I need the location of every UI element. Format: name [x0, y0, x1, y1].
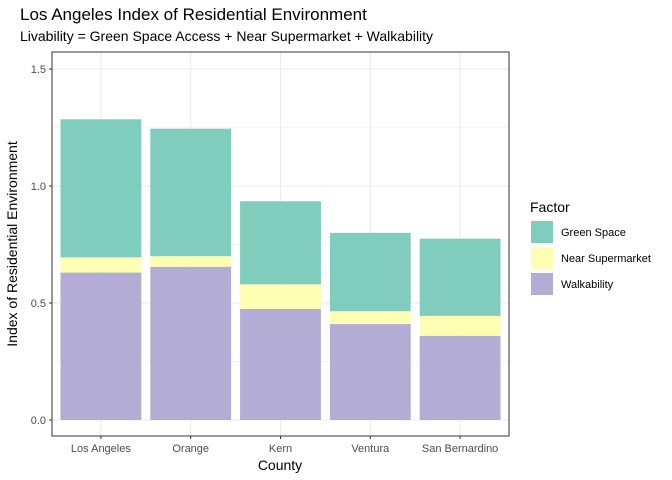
- legend-label: Green Space: [561, 227, 626, 239]
- chart-title: Los Angeles Index of Residential Environ…: [20, 5, 367, 24]
- x-tick-label: Ventura: [351, 443, 390, 455]
- bar-walkability: [150, 266, 232, 420]
- chart-subtitle: Livability = Green Space Access + Near S…: [20, 28, 434, 44]
- bar-green-space: [419, 238, 501, 316]
- bar-walkability: [240, 308, 321, 420]
- legend-label: Near Supermarket: [561, 253, 651, 265]
- bar-walkability: [60, 272, 142, 420]
- x-axis-title: County: [258, 457, 302, 473]
- y-tick-label: 1.0: [31, 181, 46, 193]
- legend-label: Walkability: [561, 279, 614, 291]
- y-tick-label: 0.5: [31, 298, 46, 310]
- bar-near-supermarket: [419, 315, 501, 336]
- bar-walkability: [419, 335, 501, 420]
- legend-key-walkability: [531, 273, 553, 295]
- y-axis-title: Index of Residential Environment: [4, 141, 20, 347]
- bar-green-space: [329, 232, 411, 312]
- x-tick-label: Los Angeles: [71, 443, 131, 455]
- y-tick-label: 0.0: [31, 415, 46, 427]
- bar-near-supermarket: [60, 257, 142, 273]
- plot-panel: [51, 51, 510, 437]
- x-tick-label: Orange: [172, 443, 209, 455]
- bar-near-supermarket: [150, 256, 232, 267]
- axes: Los Angeles Orange Kern Ventura San Bernardi…: [31, 64, 499, 455]
- legend-key-green-space: [531, 221, 553, 243]
- bars: [60, 119, 501, 420]
- legend: Factor Green Space Near Supermarket Walkab…: [530, 199, 651, 295]
- y-tick-label: 1.5: [31, 64, 46, 76]
- bar-green-space: [240, 201, 321, 285]
- legend-items: Green Space Near Supermarket Walkability: [531, 221, 651, 295]
- bar-walkability: [329, 324, 411, 420]
- bar-near-supermarket: [240, 284, 321, 309]
- legend-title: Factor: [530, 199, 570, 215]
- bar-green-space: [150, 128, 232, 257]
- x-tick-label: Kern: [269, 443, 292, 455]
- bar-near-supermarket: [329, 311, 411, 325]
- bar-green-space: [60, 119, 142, 258]
- x-tick-label: San Bernardino: [422, 443, 498, 455]
- legend-key-near-supermarket: [531, 247, 553, 269]
